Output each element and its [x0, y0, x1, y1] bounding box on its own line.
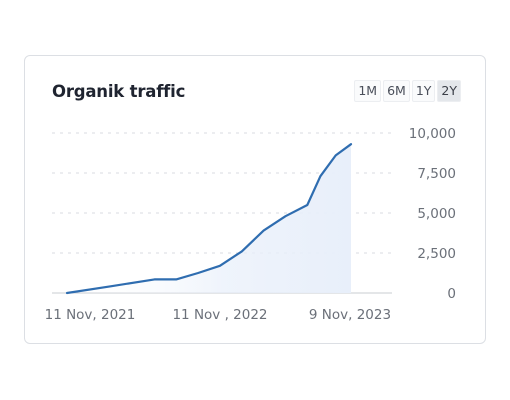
x-tick-label: 11 Nov, 2021	[45, 307, 136, 323]
area-layer	[65, 143, 353, 295]
x-tick-label: 11 Nov , 2022	[172, 307, 267, 323]
y-tick-label: 5,000	[417, 206, 456, 222]
range-2y-button[interactable]: 2Y	[437, 80, 461, 102]
x-tick-label: 9 Nov, 2023	[309, 307, 391, 323]
traffic-area-fill	[67, 144, 351, 293]
chart-title: Organik traffic	[52, 82, 186, 101]
y-tick-label: 10,000	[409, 126, 456, 142]
y-tick-label: 7,500	[417, 166, 456, 182]
range-1m-button[interactable]: 1M	[354, 80, 382, 102]
y-tick-label: 0	[447, 286, 456, 302]
y-tick-label: 2,500	[417, 246, 456, 262]
range-1y-button[interactable]: 1Y	[411, 80, 436, 102]
range-selector: 1M 6M 1Y 2Y	[354, 80, 461, 102]
organic-traffic-card: Organik traffic 1M 6M 1Y 2Y	[24, 55, 486, 344]
range-6m-button[interactable]: 6M	[383, 80, 410, 102]
x-axis-ticks: 11 Nov, 2021 11 Nov , 2022 9 Nov, 2023	[45, 307, 391, 323]
y-axis-ticks: 0 2,500 5,000 7,500 10,000	[409, 126, 456, 302]
